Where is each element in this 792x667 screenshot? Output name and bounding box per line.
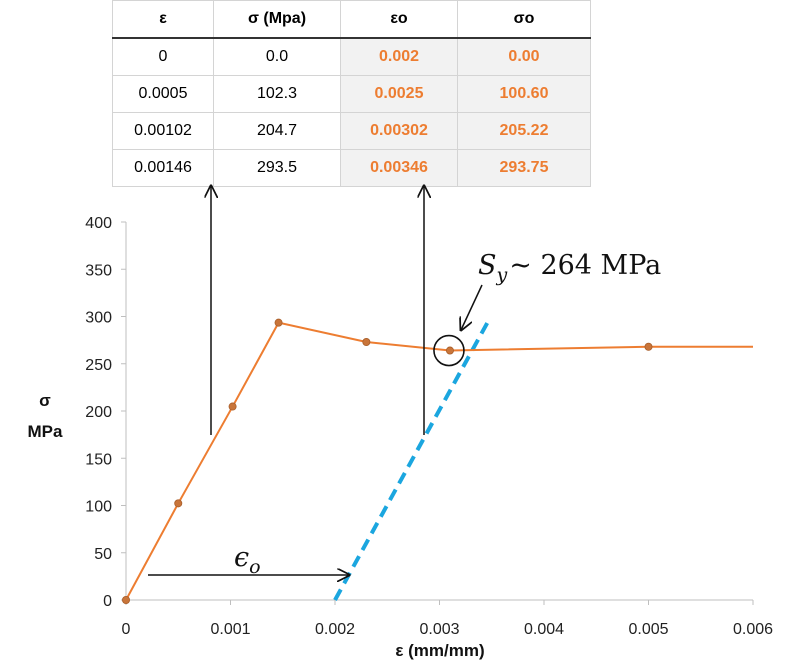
y-tick-label: 300 xyxy=(85,310,112,327)
y-tick-label: 250 xyxy=(85,357,112,374)
x-tick-label: 0.002 xyxy=(315,621,355,638)
table-cell: 293.5 xyxy=(213,149,341,187)
data-point xyxy=(122,596,131,605)
data-point xyxy=(362,338,371,347)
header-strain: ε xyxy=(112,0,214,39)
data-point xyxy=(274,318,283,327)
table-cell: 0.002 xyxy=(340,37,458,76)
table-cell: 0.00302 xyxy=(340,112,458,150)
table-cell: 0.0 xyxy=(213,37,341,76)
table-cell: 0.00146 xyxy=(112,149,214,187)
offset-line xyxy=(333,321,490,601)
series-line xyxy=(125,321,753,601)
data-point xyxy=(644,342,653,351)
yield-pointer-arrow xyxy=(461,284,483,330)
y-axis-label-unit: MPa xyxy=(28,422,64,441)
y-axis-label-symbol: σ xyxy=(39,391,51,410)
y-tick-label: 350 xyxy=(85,262,112,279)
yield-label-subscript: y xyxy=(496,264,508,286)
y-tick-label: 400 xyxy=(85,215,112,232)
table-cell: 205.22 xyxy=(457,112,591,150)
y-tick-labels: 0 50 100 150 200 250 300 350 400 xyxy=(85,215,126,610)
x-tick-label: 0.003 xyxy=(419,621,459,638)
y-tick-label: 150 xyxy=(85,451,112,468)
x-tick-label: 0 xyxy=(122,621,131,638)
x-axis-label: ε (mm/mm) xyxy=(395,641,484,660)
yield-label-symbol: S xyxy=(478,250,497,281)
table-cell: 0.0025 xyxy=(340,75,458,113)
x-tick-label: 0.001 xyxy=(210,621,250,638)
x-tick-label: 0.006 xyxy=(733,621,773,638)
y-tick-label: 50 xyxy=(94,546,112,563)
y-tick-label: 0 xyxy=(103,593,112,610)
table-cell: 204.7 xyxy=(213,112,341,150)
yield-point-circle xyxy=(433,334,465,367)
table-row: 0.00146 293.5 0.00346 293.75 xyxy=(112,149,591,187)
offset-strain-label: ϵo xyxy=(234,542,261,578)
table-header-row: ε σ (Mpa) εo σo xyxy=(112,0,591,39)
table-cell: 293.75 xyxy=(457,149,591,187)
header-offset-stress: σo xyxy=(457,0,591,39)
header-offset-strain: εo xyxy=(340,0,458,39)
yield-label-value: ~ 264 MPa xyxy=(509,250,661,281)
data-points xyxy=(122,318,653,605)
offset-label-subscript: o xyxy=(249,556,260,578)
table-cell: 0.00346 xyxy=(340,149,458,187)
table-cell: 0.00102 xyxy=(112,112,214,150)
table-row: 0 0.0 0.002 0.00 xyxy=(112,37,591,76)
table-cell: 100.60 xyxy=(457,75,591,113)
x-tick-labels: 0 0.001 0.002 0.003 0.004 0.005 0.006 xyxy=(122,600,773,638)
data-point xyxy=(228,402,237,411)
data-point xyxy=(445,346,454,355)
data-table: ε σ (Mpa) εo σo 0 0.0 0.002 0.00 0.0005 … xyxy=(112,0,591,187)
offset-label-symbol: ϵ xyxy=(234,542,249,573)
table-cell: 0 xyxy=(112,37,214,76)
table-cell: 0.00 xyxy=(457,37,591,76)
y-tick-label: 200 xyxy=(85,404,112,421)
x-tick-label: 0.005 xyxy=(628,621,668,638)
x-tick-label: 0.004 xyxy=(524,621,564,638)
yield-strength-label: Sy~ 264 MPa xyxy=(478,250,661,286)
y-tick-label: 100 xyxy=(85,499,112,516)
table-row: 0.00102 204.7 0.00302 205.22 xyxy=(112,112,591,150)
data-point xyxy=(174,499,183,508)
